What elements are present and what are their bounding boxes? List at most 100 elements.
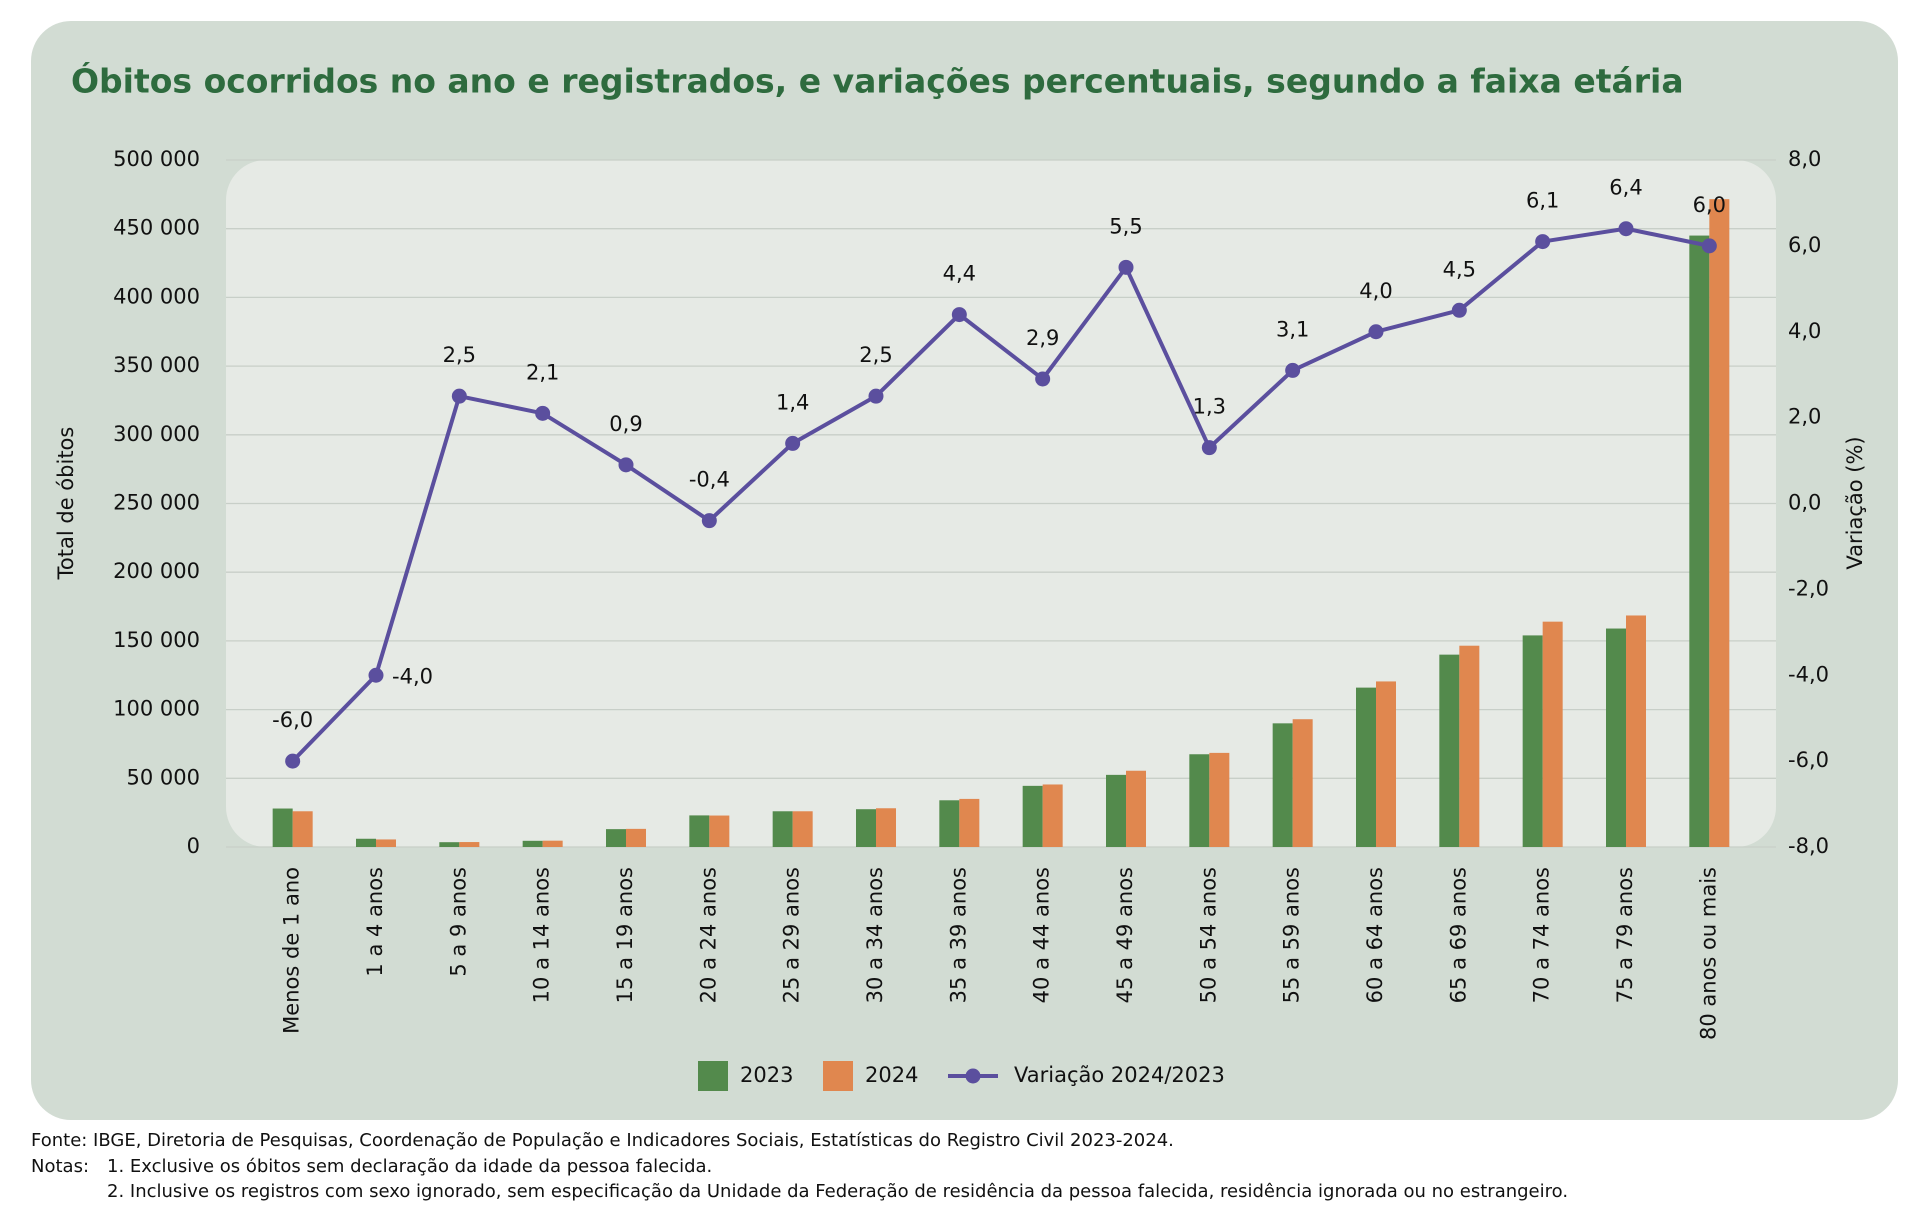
line-point [951, 307, 967, 323]
y2-tick-label: 8,0 [1788, 147, 1821, 171]
line-point [1118, 259, 1134, 275]
line-point [1701, 238, 1717, 254]
bar [1106, 774, 1126, 847]
bar [626, 828, 646, 847]
y2-tick-label: 4,0 [1788, 319, 1821, 343]
bar [356, 838, 376, 847]
bar [772, 811, 793, 847]
y-axis-title: Total de óbitos [54, 427, 78, 581]
line-point [1535, 234, 1551, 250]
line-point [785, 435, 801, 451]
x-tick-label: 30 a 34 anos [863, 867, 887, 1003]
bar [606, 829, 626, 847]
data-label: 3,1 [1276, 317, 1309, 341]
bar [1189, 754, 1210, 847]
bar [542, 840, 563, 847]
x-tick-label: 50 a 54 anos [1196, 867, 1220, 1003]
line-point [1035, 371, 1051, 387]
note: 2. Inclusive os registros com sexo ignor… [107, 1181, 1568, 1202]
bar [459, 842, 480, 847]
bar [689, 815, 710, 847]
bar [1689, 235, 1710, 847]
data-label: 4,0 [1359, 279, 1392, 303]
bar [709, 815, 730, 847]
data-label: 5,5 [1109, 214, 1142, 238]
legend-swatch [698, 1061, 728, 1091]
bar [959, 798, 980, 847]
bar [1292, 719, 1313, 847]
line-point [868, 388, 884, 404]
line-point [285, 753, 301, 769]
line-point [535, 405, 551, 421]
x-tick-label: 60 a 64 anos [1363, 867, 1387, 1003]
x-tick-label: 15 a 19 anos [613, 867, 637, 1003]
y-tick-label: 100 000 [113, 697, 200, 721]
bar [1356, 687, 1376, 847]
x-tick-label: 35 a 39 anos [946, 867, 970, 1003]
y-tick-label: 400 000 [113, 284, 200, 308]
bar [522, 840, 543, 847]
x-tick-label: 70 a 74 anos [1530, 867, 1554, 1003]
data-label: 4,4 [943, 262, 976, 286]
data-label: -4,0 [392, 664, 433, 688]
data-label: 2,5 [443, 343, 476, 367]
data-label: 0,9 [609, 412, 642, 436]
data-label: -6,0 [272, 708, 313, 732]
bar [1439, 654, 1460, 847]
x-tick-label: 65 a 69 anos [1446, 867, 1470, 1003]
legend-marker [965, 1068, 981, 1084]
y2-tick-label: -6,0 [1788, 748, 1829, 772]
y-tick-label: 450 000 [113, 216, 200, 240]
bar [1042, 784, 1063, 847]
x-tick-label: 55 a 59 anos [1280, 867, 1304, 1003]
bar [856, 809, 876, 847]
y2-axis-title: Variação (%) [1843, 436, 1867, 569]
legend-label: 2023 [740, 1063, 793, 1087]
legend-label: Variação 2024/2023 [1014, 1063, 1225, 1087]
line-point [1451, 302, 1467, 318]
x-tick-label: 45 a 49 anos [1113, 867, 1137, 1003]
bar [439, 842, 460, 847]
line-point [1368, 324, 1384, 340]
bar [1709, 199, 1730, 847]
data-label: 2,1 [526, 360, 559, 384]
x-tick-label: Menos de 1 ano [280, 867, 304, 1034]
data-label: 2,5 [859, 343, 892, 367]
y2-tick-label: 6,0 [1788, 233, 1821, 257]
y2-tick-label: -2,0 [1788, 576, 1829, 600]
x-tick-label: 1 a 4 anos [363, 867, 387, 977]
y-tick-label: 150 000 [113, 628, 200, 652]
y2-tick-label: 0,0 [1788, 491, 1821, 515]
x-tick-label: 40 a 44 anos [1030, 867, 1054, 1003]
line [291, 226, 1710, 763]
data-label: 1,4 [776, 390, 809, 414]
bar [1542, 621, 1563, 847]
bar [939, 800, 960, 847]
bar [1022, 785, 1043, 847]
y-tick-label: 0 [187, 834, 200, 858]
data-label: 4,5 [1443, 257, 1476, 281]
line-point [701, 513, 717, 529]
y2-tick-label: -4,0 [1788, 662, 1829, 686]
y-tick-label: 300 000 [113, 422, 200, 446]
x-tick-label: 10 a 14 anos [530, 867, 554, 1003]
y-tick-label: 500 000 [113, 147, 200, 171]
y-tick-label: 350 000 [113, 353, 200, 377]
y2-tick-label: -8,0 [1788, 834, 1829, 858]
bar [1209, 752, 1230, 847]
data-label: 2,9 [1026, 326, 1059, 350]
bar [876, 808, 896, 847]
bar [1606, 628, 1626, 847]
legend-swatch [823, 1061, 853, 1091]
y-tick-label: 250 000 [113, 491, 200, 515]
line-point [451, 388, 467, 404]
chart-title: Óbitos ocorridos no ano e registrados, e… [71, 61, 1684, 101]
data-label: 6,4 [1609, 176, 1642, 200]
data-label: -0,4 [689, 468, 730, 492]
bar [292, 811, 313, 847]
bar [1272, 723, 1293, 847]
x-tick-label: 75 a 79 anos [1613, 867, 1637, 1003]
x-tick-label: 5 a 9 anos [446, 867, 470, 977]
data-label: 1,3 [1193, 395, 1226, 419]
notes-label: Notas: [31, 1156, 89, 1177]
